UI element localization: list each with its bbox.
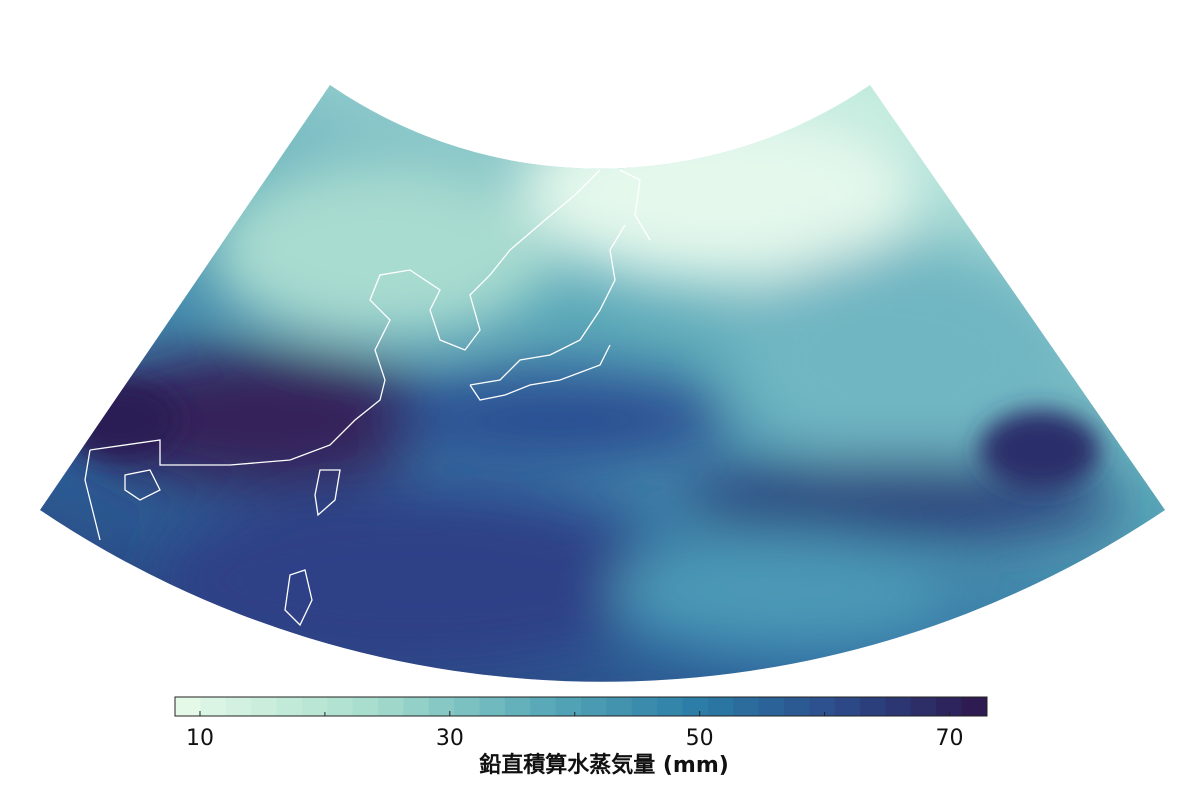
colorbar-band xyxy=(784,697,810,716)
colorbar-band xyxy=(251,697,277,716)
colorbar-band xyxy=(860,697,886,716)
colorbar-band xyxy=(301,697,328,716)
colorbar-band xyxy=(581,697,607,716)
colorbar-band xyxy=(682,697,709,716)
colorbar-label: 鉛直積算水蒸気量 (mm) xyxy=(479,752,729,778)
colorbar-band xyxy=(758,697,785,716)
colorbar-band xyxy=(657,697,683,716)
colorbar-tick-label: 10 xyxy=(186,726,214,751)
colorbar-band xyxy=(885,697,912,716)
colorbar-band xyxy=(961,697,988,716)
vapor-field xyxy=(40,85,1165,682)
colorbar-band xyxy=(631,697,658,716)
colorbar-frame xyxy=(174,696,988,717)
colorbar-band xyxy=(276,697,303,716)
coastlines xyxy=(84,169,651,627)
colorbar-band xyxy=(200,697,227,716)
colorbar-band xyxy=(428,697,455,716)
colorbar-band xyxy=(809,697,836,716)
colorbar-band xyxy=(606,697,633,716)
colorbar-band xyxy=(936,697,963,716)
colorbar-band xyxy=(454,697,480,716)
colorbar-band xyxy=(403,697,430,716)
colorbar-band xyxy=(733,697,760,716)
colorbar: 10 30 50 70 xyxy=(174,696,988,751)
colorbar-band xyxy=(530,697,557,716)
colorbar-band xyxy=(479,697,506,716)
colorbar-band xyxy=(834,697,861,716)
colorbar-band xyxy=(175,697,201,716)
colorbar-band xyxy=(504,697,531,716)
colorbar-band xyxy=(707,697,734,716)
colorbar-band xyxy=(352,697,379,716)
colorbar-tick-label: 70 xyxy=(936,726,964,751)
colorbar-tick-label: 30 xyxy=(436,726,464,751)
colorbar-band xyxy=(555,697,582,716)
colorbar-tick-label: 50 xyxy=(686,726,714,751)
colorbar-band xyxy=(327,697,354,716)
colorbar-band xyxy=(378,697,404,716)
colorbar-band xyxy=(910,697,937,716)
colorbar-band xyxy=(225,697,252,716)
